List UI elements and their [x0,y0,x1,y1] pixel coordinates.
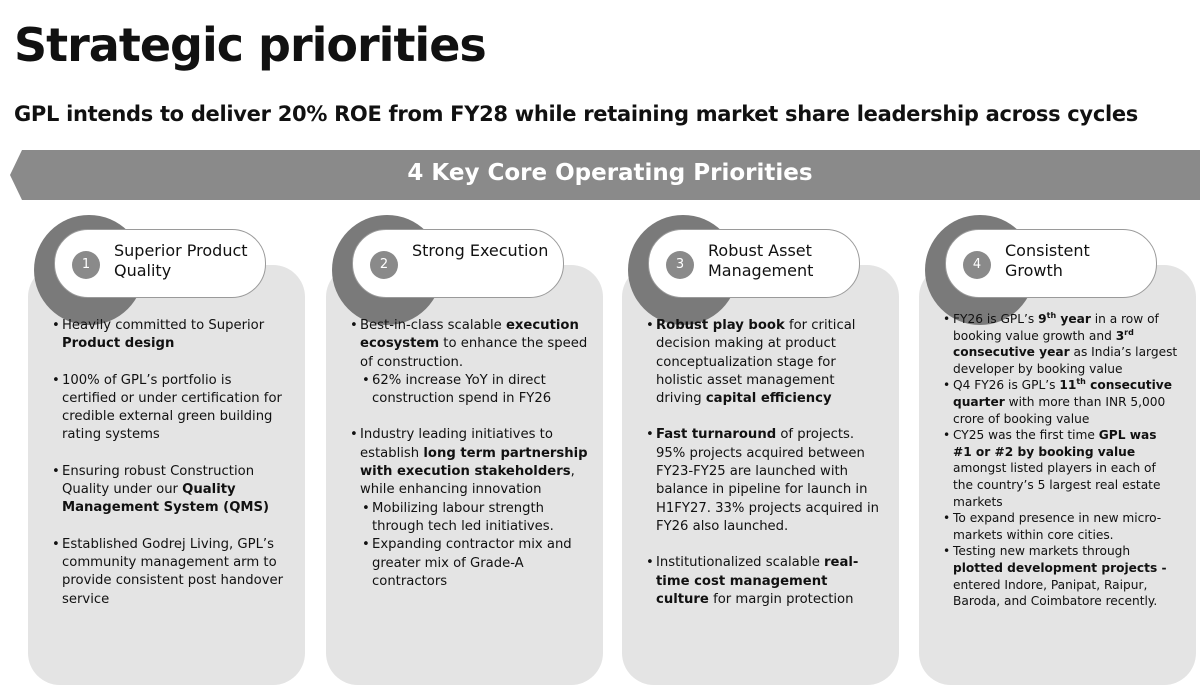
bullet-text: Heavily committed to Superior Product de… [62,317,290,354]
bullet: Fast turnaround of projects. 95% project… [646,426,884,536]
text-run: of projects. 95% projects acquired betwe… [656,427,880,534]
bullet-text: To expand presence in new micro-markets … [953,510,1179,543]
text-run: 62% increase YoY in direct construction … [372,372,552,407]
bullet: Best-in-class scalable execution ecosyst… [350,317,588,408]
text-run: Established Godrej Living, GPL’s communi… [62,536,284,607]
text-run: real-time cost management culture [656,555,859,607]
text-run: Institutionalized scalable [656,555,825,571]
bullet: Q4 FY26 is GPL’s 11th consecutive quarte… [943,377,1179,427]
text-run: 100% of GPL’s portfolio is certified or … [62,372,282,443]
number-badge: 4 [963,251,991,279]
text-run: th [1046,310,1057,320]
text-run: Mobilizing labour strength through tech … [372,500,554,534]
priority-column: 3 Robust Asset Management Robust play book… [622,205,902,685]
bullet-text: Fast turnaround of projects. 95% project… [656,426,884,536]
sub-bullet: Mobilizing labour strength through tech … [362,500,588,537]
bullet: CY25 was the first time GPL was #1 or #2… [943,427,1179,510]
text-run: long term partnership with execution sta… [360,445,588,480]
number-badge: 1 [72,251,100,279]
text-run: consecutive year [953,345,1070,360]
text-run: year [1056,312,1091,326]
text-run: Fast turnaround [656,427,777,443]
text-run: CY25 was the first time [953,428,1099,443]
text-run: th [1076,377,1086,387]
text-run: Robust play book [656,318,785,333]
bullet-list: Robust play book for critical decision m… [646,317,884,627]
text-run: as India’s largest developer by booking … [953,345,1178,376]
bullet: 100% of GPL’s portfolio is certified or … [52,372,290,445]
text-run: in a row of booking value growth and [953,312,1159,343]
title: Strategic priorities [14,18,487,72]
text-run: To expand presence in new micro-markets … [953,511,1162,542]
text-run: consecutive quarter [953,378,1173,409]
banner-text: 4 Key Core Operating Priorities [407,160,813,186]
text-run: 3 [1115,328,1125,343]
sub-bullet: Expanding contractor mix and greater mix… [362,536,588,591]
text-run: Product design [62,336,175,352]
bullet-text: Ensuring robust Construction Quality und… [62,463,290,518]
text-run: , while enhancing innovation [360,464,575,498]
bullet-text: Established Godrej Living, GPL’s communi… [62,536,290,609]
bullet: Testing new markets through plotted deve… [943,543,1179,609]
text-run: execution ecosystem [360,318,579,352]
text-run: Q4 FY26 is GPL’s [953,378,1060,393]
text-run: to enhance the speed of construction. [360,336,588,370]
bullet-text: FY26 is GPL’s 9th year in a row of booki… [953,311,1179,377]
text-run: entered Indore, Panipat, Raipur, Baroda,… [953,577,1158,609]
column-heading: Consistent Growth [1005,241,1090,280]
sub-bullet: 62% increase YoY in direct construction … [362,372,588,409]
slide: Strategic priorities GPL intends to deli… [0,0,1200,662]
banner-shape [10,150,1200,200]
text-run: Expanding contractor mix and greater mix… [372,537,572,589]
text-run: rd [1124,327,1134,337]
bullet: Established Godrej Living, GPL’s communi… [52,536,290,609]
text-run: amongst listed players in each of the co… [953,461,1161,509]
bullet-list: Heavily committed to Superior Product de… [52,317,290,627]
text-run: GPL was #1 or #2 by booking value [953,428,1157,459]
text-run: 11 [1059,378,1077,393]
bullet: Institutionalized scalable real-time cos… [646,554,884,609]
column-heading: Robust Asset Management [708,241,814,280]
bullet: FY26 is GPL’s 9th year in a row of booki… [943,311,1179,377]
number-badge: 2 [370,251,398,279]
number-badge: 3 [666,251,694,279]
header-pill [54,229,266,298]
bullet-list: Best-in-class scalable execution ecosyst… [350,317,588,609]
text-run: 9 [1038,312,1047,326]
bullet: To expand presence in new micro-markets … [943,510,1179,543]
text-run: Heavily committed to Superior [62,318,265,333]
text-run: Ensuring robust Construction Quality und… [62,463,255,498]
text-run: for critical decision making at product … [656,318,856,407]
text-run: for margin protection [708,591,854,607]
bullet-text: Institutionalized scalable real-time cos… [656,554,884,609]
column-heading: Strong Execution [412,241,549,260]
text-run: Quality Management System (QMS) [62,482,270,516]
subtitle: GPL intends to deliver 20% ROE from FY28… [14,102,1139,126]
bullet: Robust play book for critical decision m… [646,317,884,408]
text-run: capital efficiency [705,391,832,407]
bullet-text: CY25 was the first time GPL was #1 or #2… [953,427,1179,510]
text-run: with more than INR 5,000 crore of bookin… [953,394,1166,426]
bullet-text: Q4 FY26 is GPL’s 11th consecutive quarte… [953,377,1179,427]
bullet-text: Best-in-class scalable execution ecosyst… [360,317,588,372]
column-heading: Superior Product Quality [114,241,248,280]
priority-column: 2 Strong Execution Best-in-class scalable … [326,205,606,685]
text-run: Industry leading initiatives to establis… [360,427,553,461]
text-run: Testing new markets through [953,544,1131,559]
text-run: FY26 is GPL’s [953,312,1039,326]
bullet-text: Industry leading initiatives to establis… [360,426,588,499]
bullet-list: FY26 is GPL’s 9th year in a row of booki… [943,311,1179,610]
bullet-text: Robust play book for critical decision m… [656,317,884,408]
bullet-text: 100% of GPL’s portfolio is certified or … [62,372,290,445]
priority-column: 1 Superior Product Quality Heavily committ… [28,205,308,685]
text-run: plotted development projects - [953,560,1167,575]
text-run: Best-in-class scalable [360,318,506,333]
bullet: Heavily committed to Superior Product de… [52,317,290,354]
bullet-text: Testing new markets through plotted deve… [953,543,1179,609]
bullet: Industry leading initiatives to establis… [350,426,588,591]
bullet: Ensuring robust Construction Quality und… [52,463,290,518]
